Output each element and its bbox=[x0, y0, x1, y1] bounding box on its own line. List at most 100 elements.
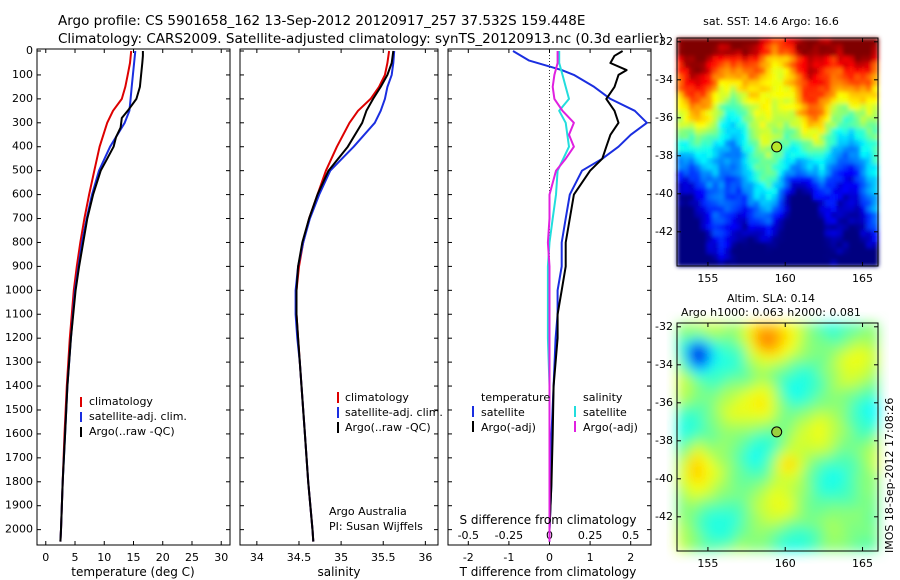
lat-tick-label: -32 bbox=[655, 35, 673, 48]
header-line-1: Argo profile: CS 5901658_162 13-Sep-2012… bbox=[58, 13, 585, 29]
x-tick-label: 25 bbox=[185, 551, 199, 564]
sst-map-frame bbox=[676, 37, 879, 267]
salinity-axes-box bbox=[239, 48, 439, 546]
lon-tick-label: 160 bbox=[775, 272, 796, 285]
lat-tick-label: -40 bbox=[655, 472, 673, 485]
x-tick-label: 34.5 bbox=[287, 551, 312, 564]
x-tick-label: 36 bbox=[418, 551, 432, 564]
legend-label-satellite: satellite-adj. clim. bbox=[89, 410, 187, 423]
depth-tick-label: 1700 bbox=[5, 451, 33, 464]
temperature-x-ticks: 0 5 10 15 20 25 30 bbox=[42, 49, 228, 564]
legend-label-t-argo: Argo(-adj) bbox=[481, 421, 536, 434]
s-diff-tick-label: 0.25 bbox=[578, 529, 603, 542]
x-tick-label: 5 bbox=[72, 551, 79, 564]
x-tick-label: 34 bbox=[250, 551, 264, 564]
s-difference-label: S difference from climatology bbox=[460, 513, 637, 527]
legend-label-s-satellite: satellite bbox=[583, 406, 627, 419]
salinity-legend: climatology satellite-adj. clim. Argo(..… bbox=[337, 391, 443, 434]
temperature-xlabel: temperature (deg C) bbox=[71, 565, 194, 579]
lat-tick-label: -42 bbox=[655, 225, 673, 238]
difference-depth-ticks bbox=[448, 50, 651, 531]
salinity-profiles bbox=[294, 50, 396, 542]
depth-tick-label: 0 bbox=[26, 44, 33, 57]
depth-tick-label: 1800 bbox=[5, 475, 33, 488]
depth-tick-label: 1000 bbox=[5, 283, 33, 296]
x-tick-label: 35 bbox=[334, 551, 348, 564]
t-difference-label: T difference from climatology bbox=[459, 565, 637, 579]
x-tick-label: -1 bbox=[503, 551, 514, 564]
legend-title-salinity: salinity bbox=[583, 391, 623, 404]
depth-tick-label: 2000 bbox=[5, 523, 33, 536]
lat-tick-label: -34 bbox=[655, 358, 673, 371]
x-tick-label: 35.5 bbox=[371, 551, 396, 564]
legend-label-satellite: satellite-adj. clim. bbox=[345, 406, 443, 419]
sla-map-panel: Altim. SLA: 0.14 Argo h1000: 0.063 h2000… bbox=[655, 292, 879, 570]
depth-tick-label: 400 bbox=[12, 140, 33, 153]
temperature-axes-box bbox=[36, 48, 231, 546]
sla-heatmap bbox=[677, 323, 879, 552]
x-tick-label: 0 bbox=[546, 551, 553, 564]
sst-heatmap bbox=[677, 38, 879, 267]
sla-map-title: Altim. SLA: 0.14 bbox=[727, 292, 815, 305]
lon-tick-label: 160 bbox=[775, 557, 796, 570]
depth-tick-label: 700 bbox=[12, 212, 33, 225]
salinity-panel: 34 34.5 35 35.5 36 salinity climatology sate… bbox=[239, 48, 443, 579]
annotation-pi: PI: Susan Wijffels bbox=[329, 520, 423, 533]
sst-map-title: sat. SST: 14.6 Argo: 16.6 bbox=[703, 15, 839, 28]
s-diff-tick-label: -0.5 bbox=[458, 529, 479, 542]
s-diff-tick-label: -0.25 bbox=[495, 529, 523, 542]
lat-tick-label: -42 bbox=[655, 510, 673, 523]
legend-label-climatology: climatology bbox=[89, 395, 153, 408]
lon-tick-label: 155 bbox=[697, 272, 718, 285]
series-line-argo-adj- bbox=[546, 51, 575, 542]
x-tick-label: -2 bbox=[463, 551, 474, 564]
depth-tick-label: 1100 bbox=[5, 307, 33, 320]
difference-profiles bbox=[512, 50, 648, 542]
x-tick-label: 10 bbox=[97, 551, 111, 564]
s-difference-x-ticks: -0.5 -0.25 0 0.25 0.5 bbox=[458, 529, 640, 542]
legend-label-s-argo: Argo(-adj) bbox=[583, 421, 638, 434]
sla-map-ticks: 155 160 165 -42 -40 -38 -36 -34 -32 bbox=[655, 320, 878, 570]
difference-legend: temperature satellite Argo(-adj) salinit… bbox=[472, 391, 638, 434]
lon-tick-label: 165 bbox=[852, 272, 873, 285]
series-line-argo-adj- bbox=[548, 50, 628, 542]
lat-tick-label: -36 bbox=[655, 396, 673, 409]
depth-axis-ticks: 0 100 200 300 400 500 600 700 800 900 1000 1100 1200… bbox=[5, 44, 230, 536]
lon-tick-label: 155 bbox=[697, 557, 718, 570]
temperature-legend: climatology satellite-adj. clim. Argo(..… bbox=[80, 395, 187, 438]
depth-tick-label: 1300 bbox=[5, 355, 33, 368]
temperature-panel: 0100200300400500600700800900100011001200… bbox=[5, 44, 231, 579]
legend-label-argo: Argo(..raw -QC) bbox=[89, 425, 175, 438]
salinity-x-ticks: 34 34.5 35 35.5 36 bbox=[250, 49, 432, 564]
x-tick-label: 15 bbox=[127, 551, 141, 564]
t-difference-x-ticks: -2 -1 0 1 2 bbox=[463, 49, 634, 564]
salinity-xlabel: salinity bbox=[317, 565, 360, 579]
series-line-argo-raw-qc- bbox=[295, 50, 395, 542]
s-diff-tick-label: 0.5 bbox=[622, 529, 640, 542]
x-tick-label: 1 bbox=[587, 551, 594, 564]
depth-tick-label: 800 bbox=[12, 235, 33, 248]
heatmap-cells bbox=[677, 38, 879, 267]
sla-map-frame bbox=[676, 322, 879, 552]
depth-tick-label: 600 bbox=[12, 188, 33, 201]
sla-map-subtitle: Argo h1000: 0.063 h2000: 0.081 bbox=[681, 306, 861, 319]
header-line-2: Climatology: CARS2009. Satellite-adjuste… bbox=[58, 31, 664, 47]
argo-float-marker bbox=[771, 426, 783, 438]
lat-tick-label: -40 bbox=[655, 187, 673, 200]
difference-panel: -2 -1 0 1 2 -0.5 -0.25 0 0.25 0.5 S difference f… bbox=[447, 48, 652, 579]
salinity-depth-ticks bbox=[240, 50, 438, 531]
legend-title-temperature: temperature bbox=[481, 391, 550, 404]
sst-map-panel: sat. SST: 14.6 Argo: 16.6 155 160 165 -42 -4… bbox=[655, 15, 879, 285]
depth-tick-label: 200 bbox=[12, 92, 33, 105]
depth-tick-label: 1200 bbox=[5, 331, 33, 344]
depth-tick-label: 1600 bbox=[5, 427, 33, 440]
x-tick-label: 0 bbox=[42, 551, 49, 564]
depth-tick-label: 300 bbox=[12, 116, 33, 129]
depth-tick-label: 1400 bbox=[5, 379, 33, 392]
lat-tick-label: -34 bbox=[655, 73, 673, 86]
depth-tick-label: 1900 bbox=[5, 499, 33, 512]
legend-label-climatology: climatology bbox=[345, 391, 409, 404]
lat-tick-label: -36 bbox=[655, 111, 673, 124]
sst-map-ticks: 155 160 165 -42 -40 -38 -36 -34 -32 bbox=[655, 35, 878, 285]
temperature-profiles bbox=[59, 50, 144, 542]
